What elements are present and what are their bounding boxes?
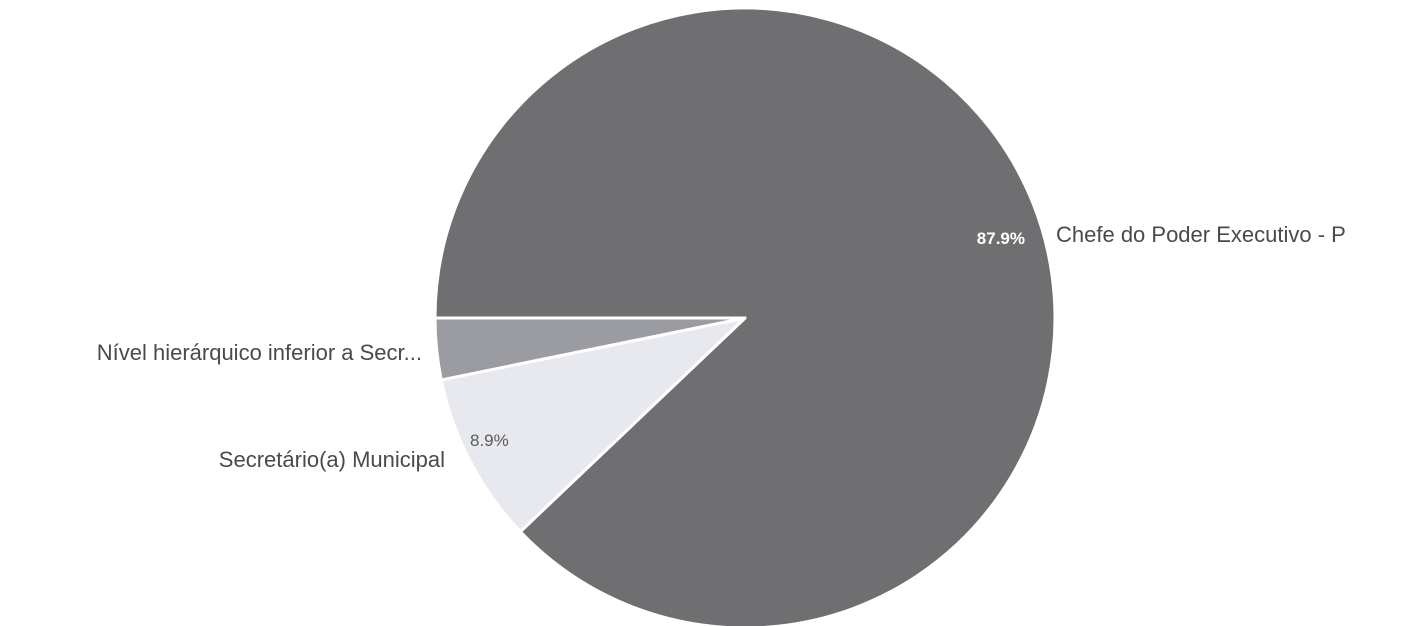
slice-value-label-1: 8.9%	[470, 431, 509, 450]
pie-slice-2[interactable]	[433, 316, 747, 382]
slices-layer	[433, 6, 1057, 626]
slice-category-label-2: Nível hierárquico inferior a Secr...	[97, 340, 422, 365]
pie-slice-1[interactable]	[439, 316, 747, 534]
slice-category-label-1: Secretário(a) Municipal	[219, 447, 445, 472]
slice-category-label-0: Chefe do Poder Executivo - P	[1056, 222, 1346, 247]
slice-value-label-0: 87.9%	[977, 229, 1025, 248]
labels-layer: Chefe do Poder Executivo - P 87.9% Secretá…	[97, 222, 1346, 472]
